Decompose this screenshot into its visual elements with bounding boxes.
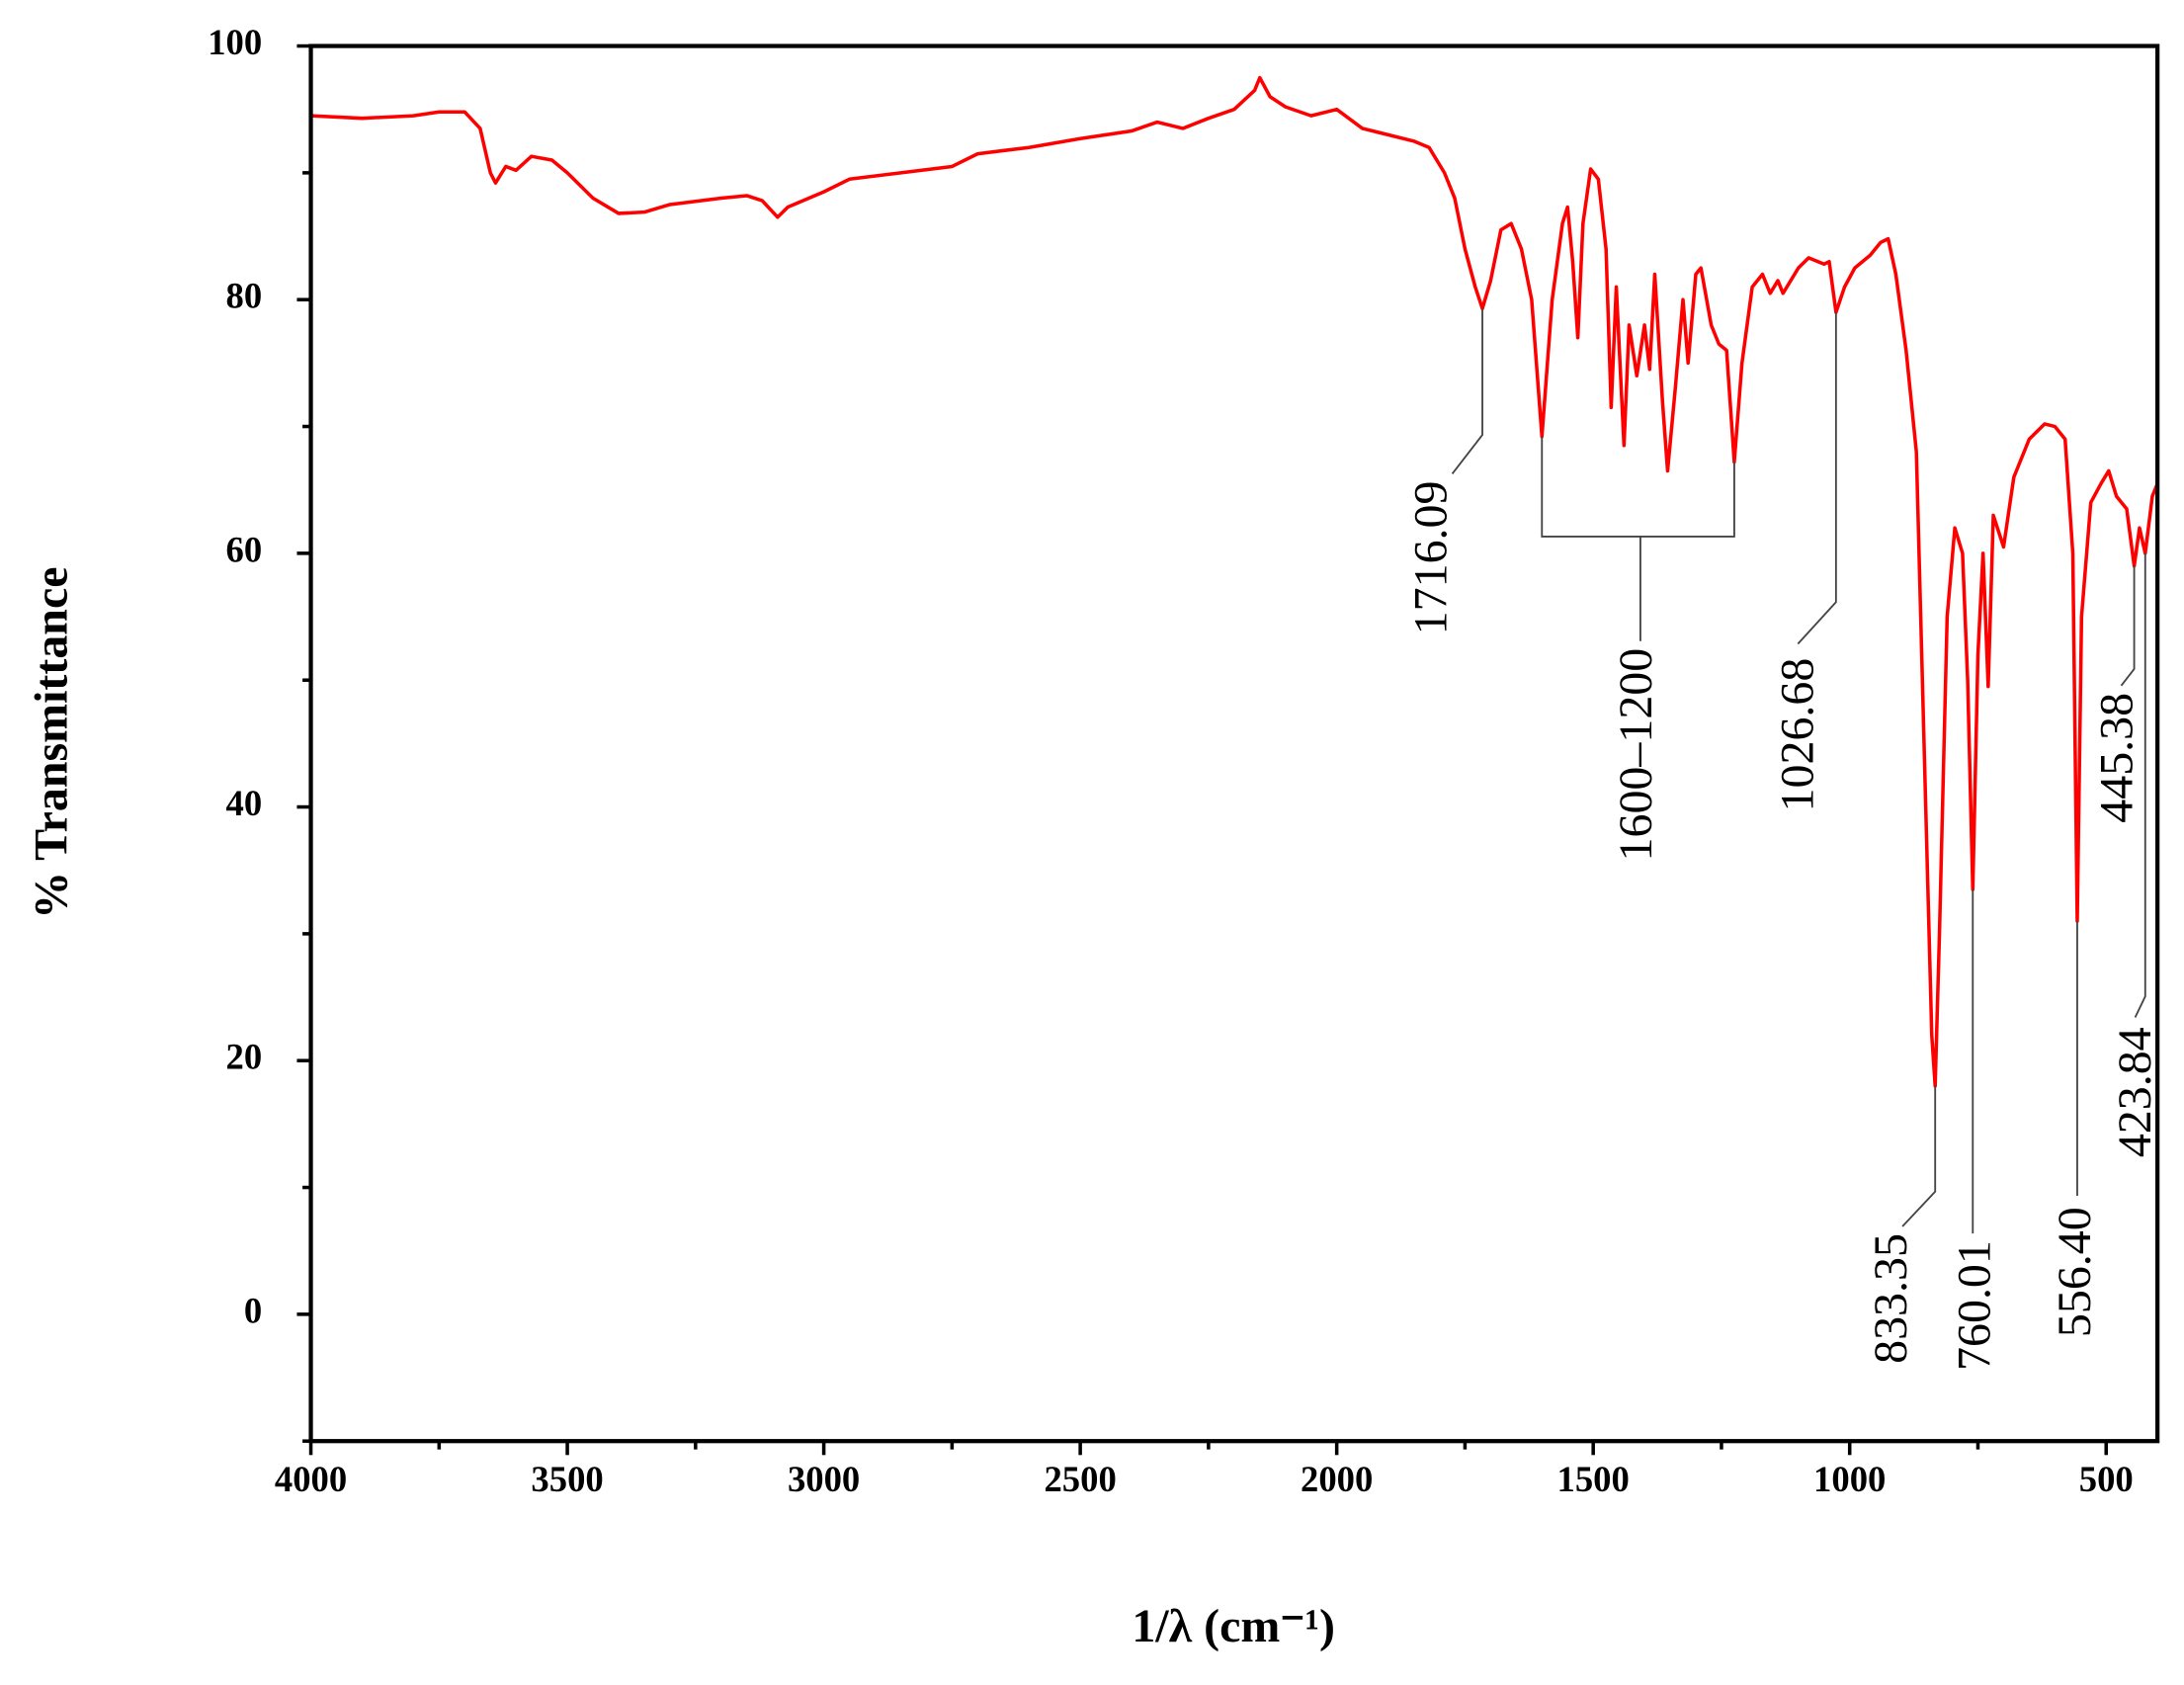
x-tick-label: 2000 — [1301, 1459, 1373, 1499]
annotation-label: 1026.68 — [1772, 658, 1824, 812]
annotation-leader — [1451, 308, 1483, 475]
y-tick-label: 80 — [226, 276, 263, 316]
y-tick-label: 60 — [226, 529, 263, 569]
x-tick-label: 1000 — [1813, 1459, 1886, 1499]
y-tick-label: 40 — [226, 783, 263, 823]
x-axis-title: 1/λ (cm⁻¹) — [1132, 1600, 1335, 1652]
annotation-leader — [1797, 312, 1837, 645]
annotation-label: 1600–1200 — [1610, 648, 1662, 862]
annotation-label: 833.35 — [1865, 1233, 1917, 1364]
x-tick-label: 2500 — [1044, 1459, 1116, 1499]
x-tick-label: 3500 — [531, 1459, 603, 1499]
annotation-bracket — [1541, 436, 1735, 641]
plot-frame — [308, 43, 2160, 1444]
x-tick-label: 4000 — [275, 1459, 347, 1499]
annotation-label: 1716.09 — [1405, 481, 1458, 635]
x-tick-label: 500 — [2079, 1459, 2134, 1499]
spectrum-line — [310, 75, 2159, 1088]
annotation-label: 760.01 — [1949, 1240, 2001, 1371]
x-tick-label: 1500 — [1557, 1459, 1630, 1499]
x-tick-label: 3000 — [788, 1459, 860, 1499]
annotation-leader — [2120, 565, 2136, 687]
y-axis-title: % Transmittance — [25, 566, 77, 918]
annotation-label: 445.38 — [2090, 693, 2142, 823]
annotation-leader — [2134, 552, 2146, 1018]
y-tick-label: 20 — [226, 1037, 263, 1077]
annotation-leader — [1901, 1085, 1937, 1227]
y-tick-label: 100 — [208, 22, 262, 62]
y-tick-label: 0 — [244, 1290, 262, 1330]
annotation-label: 423.84 — [2109, 1027, 2161, 1157]
annotation-label: 556.40 — [2049, 1207, 2101, 1337]
